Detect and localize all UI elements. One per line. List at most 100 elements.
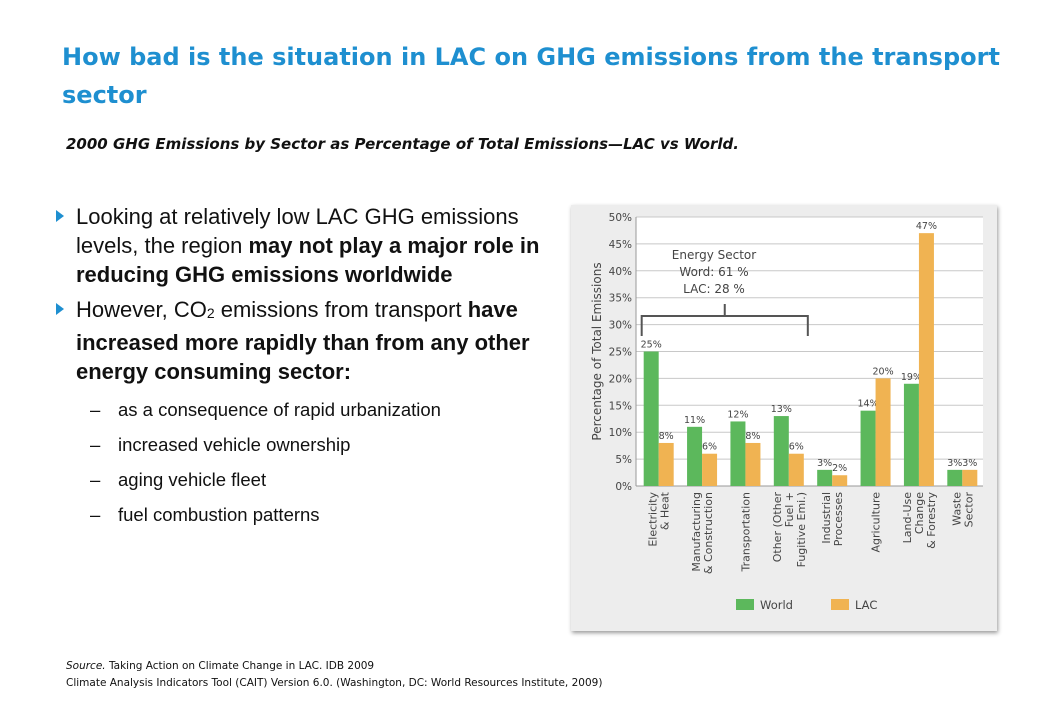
x-tick-label: Processes: [832, 492, 845, 546]
sub-bullet-text: aging vehicle fleet: [118, 469, 267, 490]
dash-marker: –: [90, 504, 101, 525]
x-tick-label: Manufacturing: [690, 492, 703, 572]
data-label-world: 13%: [771, 404, 792, 415]
source-line-1: Source. Taking Action on Climate Change …: [66, 658, 602, 675]
y-tick-label: 30%: [609, 320, 632, 332]
data-label-lac: 8%: [659, 431, 674, 442]
bullet-bold-text: may not play a major role in reducing GH…: [76, 233, 540, 287]
bullet-text: emissions from transport: [214, 297, 468, 322]
y-tick-label: 40%: [609, 266, 632, 278]
x-tick-label: Fuel +: [783, 492, 796, 527]
legend-swatch-world: [736, 599, 754, 610]
source-text: Taking Action on Climate Change in LAC. …: [105, 660, 375, 672]
y-tick-label: 45%: [609, 239, 632, 251]
dash-marker: –: [90, 399, 101, 420]
y-tick-label: 5%: [615, 454, 632, 466]
dash-marker: –: [90, 469, 101, 490]
bar-world: [817, 469, 833, 486]
bullet-bold-text: have increased more rapidly than from an…: [76, 297, 530, 384]
chart-caption: 2000 GHG Emissions by Sector as Percenta…: [66, 135, 739, 153]
source-label: Source.: [66, 660, 106, 672]
dash-marker: –: [90, 434, 101, 455]
legend-swatch-lac: [831, 599, 849, 610]
data-label-world: 14%: [858, 399, 879, 410]
data-label-world: 3%: [817, 458, 832, 469]
bar-world: [730, 421, 746, 486]
bar-world: [643, 351, 659, 486]
x-tick-label: Agriculture: [870, 492, 883, 553]
y-axis-label: Percentage of Total Emissions: [590, 262, 604, 440]
data-label-lac: 3%: [962, 458, 977, 469]
triangle-bullet-icon: [56, 303, 64, 315]
bar-lac: [745, 442, 761, 486]
data-label-lac: 6%: [789, 442, 804, 453]
y-tick-label: 15%: [609, 400, 632, 412]
source-note: Source. Taking Action on Climate Change …: [66, 658, 602, 692]
data-label-world: 12%: [727, 409, 748, 420]
bar-lac: [962, 469, 978, 486]
data-label-world: 11%: [684, 415, 705, 426]
data-label-lac: 20%: [873, 366, 894, 377]
y-tick-label: 10%: [609, 427, 632, 439]
x-tick-label: & Heat: [659, 491, 672, 530]
legend-label-world: World: [760, 598, 793, 612]
data-label-lac: 6%: [702, 442, 717, 453]
y-tick-label: 0%: [615, 481, 632, 493]
x-tick-label: Transportation: [739, 492, 752, 572]
subscript: 2: [206, 305, 215, 321]
data-label-world: 3%: [947, 458, 962, 469]
sub-bullet-item: – fuel combustion patterns: [50, 503, 550, 526]
sub-bullet-text: increased vehicle ownership: [118, 434, 351, 455]
y-tick-label: 50%: [609, 212, 632, 224]
x-tick-label: & Construction: [702, 492, 715, 574]
x-tick-label: Other (Other: [771, 492, 784, 563]
y-tick-label: 20%: [609, 373, 632, 385]
bullet-text: However, CO: [76, 297, 207, 322]
data-label-world: 25%: [641, 340, 662, 351]
data-label-lac: 47%: [916, 221, 937, 232]
x-tick-label: Waste: [950, 492, 963, 526]
data-label-world: 19%: [901, 372, 922, 383]
chart-panel: 0% 5% 10% 15% 20% 25% 30% 35% 40% 45% 50% Percentag…: [571, 205, 997, 631]
bar-lac: [918, 233, 934, 486]
x-tick-label: Sector: [962, 492, 975, 528]
source-line-2: Climate Analysis Indicators Tool (CAIT) …: [66, 677, 603, 689]
x-tick-label: Land-Use: [901, 492, 914, 544]
energy-sector-bracket: [640, 304, 809, 336]
y-tick-label: 35%: [609, 293, 632, 305]
x-tick-label: Industrial: [820, 492, 833, 544]
bullet-list: Looking at relatively low LAC GHG emissi…: [50, 202, 550, 526]
x-tick-label: Fugitive Emi.): [795, 492, 808, 567]
slide-title: How bad is the situation in LAC on GHG e…: [62, 43, 1000, 109]
sub-bullet-item: – as a consequence of rapid urbanization: [50, 398, 550, 421]
bar-world: [947, 469, 963, 486]
annotation-text: LAC: 28 %: [683, 282, 745, 296]
data-label-lac: 2%: [832, 463, 847, 474]
triangle-bullet-icon: [56, 210, 64, 222]
bar-chart: 0% 5% 10% 15% 20% 25% 30% 35% 40% 45% 50% Percentag…: [590, 212, 983, 612]
sub-bullet-text: fuel combustion patterns: [118, 504, 320, 525]
data-label-lac: 8%: [745, 431, 760, 442]
sub-bullet-text: as a consequence of rapid urbanization: [118, 399, 441, 420]
annotation-text: Energy Sector: [672, 248, 756, 262]
bar-world: [773, 416, 789, 486]
bar-world: [903, 383, 919, 486]
bullet-item: Looking at relatively low LAC GHG emissi…: [50, 202, 550, 289]
bar-world: [860, 410, 876, 486]
bullet-text: Looking at relatively low LAC GHG emissi…: [76, 204, 519, 258]
bar-lac: [702, 453, 718, 486]
bar-world: [687, 426, 703, 486]
annotation-text: Word: 61 %: [679, 265, 748, 279]
bar-lac: [832, 475, 848, 486]
x-tick-label: Electricity: [647, 492, 660, 547]
bar-lac: [658, 442, 674, 486]
sub-bullet-item: – increased vehicle ownership: [50, 433, 550, 456]
bullet-item: However, CO2 emissions from transport ha…: [50, 295, 550, 386]
sub-bullet-item: – aging vehicle fleet: [50, 468, 550, 491]
y-tick-label: 25%: [609, 347, 632, 359]
legend-label-lac: LAC: [855, 598, 877, 612]
bar-lac: [788, 453, 804, 486]
bar-lac: [875, 378, 891, 486]
x-tick-label: Change: [913, 492, 926, 534]
x-tick-label: & Forestry: [925, 492, 938, 549]
